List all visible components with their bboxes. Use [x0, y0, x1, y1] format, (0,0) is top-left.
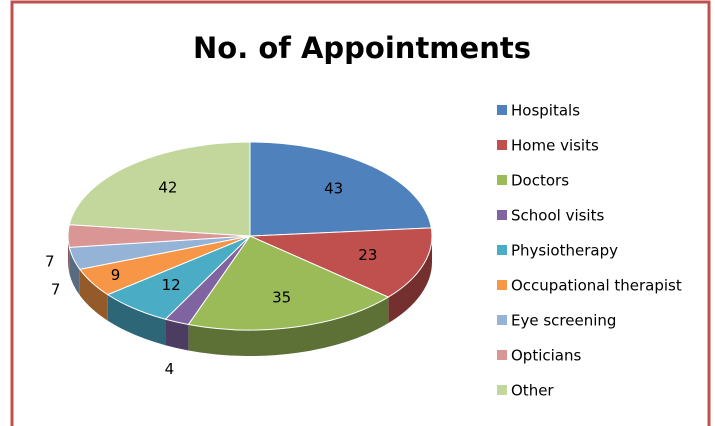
data-label: 4: [165, 360, 175, 378]
legend-label: Physiotherapy: [511, 242, 618, 260]
legend-swatch: [497, 350, 507, 360]
chart-title: No. of Appointments: [193, 31, 531, 65]
legend-swatch: [497, 315, 507, 325]
data-label: 9: [111, 266, 121, 284]
legend-swatch: [497, 245, 507, 255]
slice-side: [388, 236, 433, 324]
data-label: 42: [158, 179, 177, 197]
legend-label: School visits: [511, 207, 604, 225]
legend-swatch: [497, 175, 507, 185]
slice-side: [69, 247, 80, 296]
slice: [187, 235, 390, 331]
legend-swatch: [497, 280, 507, 290]
legend-label: Other: [511, 382, 554, 400]
legend-label: Eye screening: [511, 312, 616, 330]
data-label: 7: [45, 253, 55, 271]
data-label: 35: [272, 288, 291, 306]
legend-label: Opticians: [511, 347, 581, 365]
slice-side: [68, 236, 70, 274]
slice: [249, 227, 433, 298]
legend-label: Doctors: [511, 172, 569, 190]
slice: [249, 141, 432, 237]
data-label: 23: [358, 246, 377, 264]
legend-swatch: [497, 385, 507, 395]
legend-label: Occupational therapist: [511, 277, 682, 295]
slice-side: [188, 297, 389, 356]
slice-side: [165, 319, 189, 351]
data-label: 7: [51, 281, 61, 299]
legend-swatch: [497, 140, 507, 150]
slice-side: [79, 269, 108, 321]
legend-swatch: [497, 105, 507, 115]
data-label: 12: [162, 276, 181, 294]
legend-label: Hospitals: [511, 102, 580, 120]
legend-label: Home visits: [511, 137, 599, 155]
slice-side: [107, 294, 166, 346]
legend-swatch: [497, 210, 507, 220]
slice: [68, 141, 251, 237]
data-label: 43: [324, 179, 343, 197]
